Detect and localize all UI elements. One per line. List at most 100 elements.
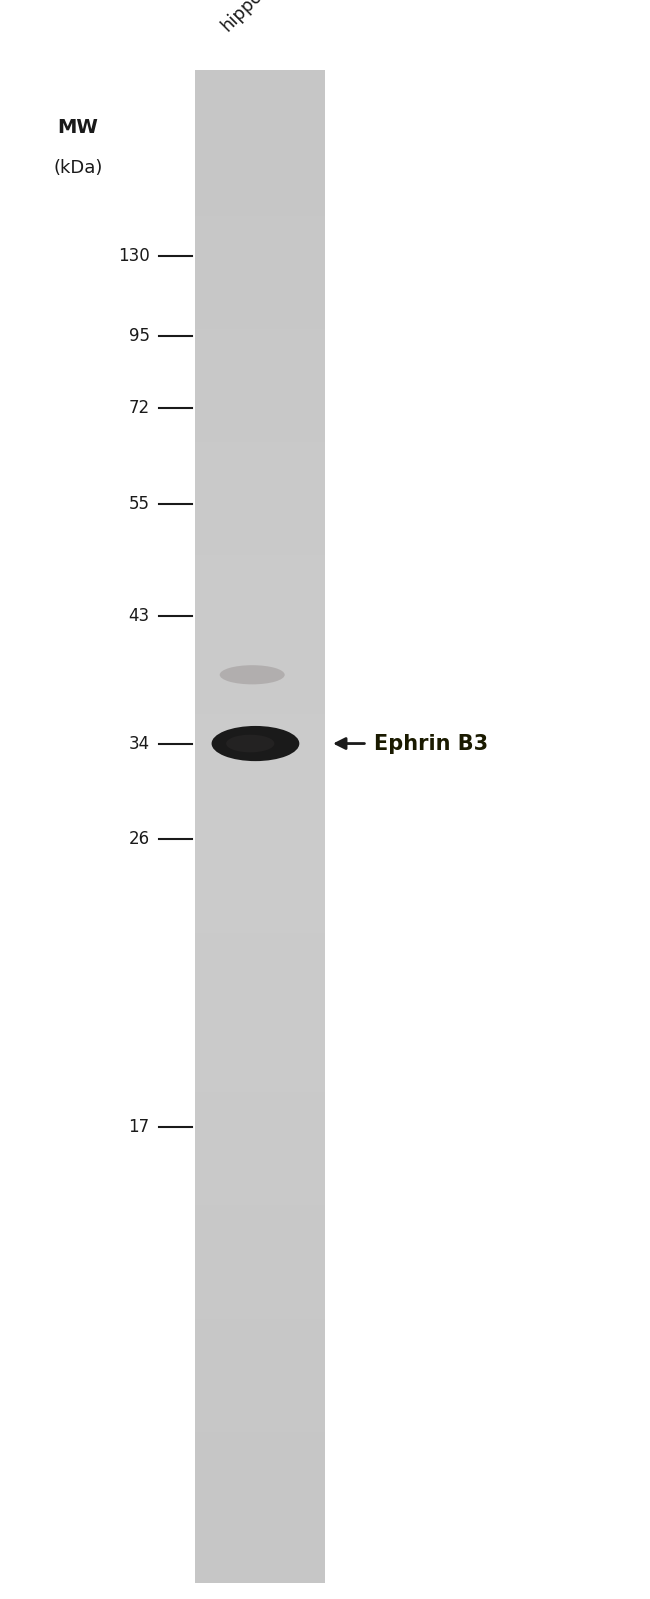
Text: 55: 55 xyxy=(129,494,150,513)
Bar xyxy=(195,1279,325,1289)
Bar xyxy=(195,1318,325,1326)
Bar xyxy=(195,766,325,774)
Bar xyxy=(195,1453,325,1461)
Bar xyxy=(195,1287,325,1295)
Bar xyxy=(195,985,325,993)
Bar xyxy=(195,146,325,155)
Bar xyxy=(195,1498,325,1508)
Bar xyxy=(195,531,325,540)
Bar xyxy=(195,1294,325,1303)
Bar xyxy=(195,1151,325,1159)
Bar xyxy=(195,1431,325,1439)
Bar xyxy=(195,1377,325,1386)
Bar xyxy=(195,955,325,964)
Bar xyxy=(195,320,325,329)
Bar xyxy=(195,115,325,125)
Bar xyxy=(195,1030,325,1039)
Bar xyxy=(195,1091,325,1100)
Bar xyxy=(195,939,325,948)
Bar xyxy=(195,93,325,102)
Bar xyxy=(195,667,325,676)
Bar xyxy=(195,1075,325,1084)
Text: 17: 17 xyxy=(129,1118,150,1137)
Text: 43: 43 xyxy=(129,606,150,625)
Bar xyxy=(195,373,325,382)
Bar xyxy=(195,70,325,80)
Bar xyxy=(195,879,325,887)
Bar xyxy=(195,365,325,374)
Bar xyxy=(195,168,325,177)
Bar xyxy=(195,908,325,918)
Bar xyxy=(195,803,325,812)
Bar xyxy=(195,381,325,389)
Bar xyxy=(195,1423,325,1433)
Bar xyxy=(195,1506,325,1514)
Bar xyxy=(195,1105,325,1115)
Bar xyxy=(195,1038,325,1047)
Bar xyxy=(195,516,325,524)
Text: (kDa): (kDa) xyxy=(53,158,103,177)
Bar xyxy=(195,1445,325,1455)
Bar xyxy=(195,1135,325,1145)
Bar xyxy=(195,947,325,956)
Bar xyxy=(195,1241,325,1250)
Bar xyxy=(195,963,325,971)
Bar xyxy=(195,1166,325,1175)
Bar xyxy=(195,871,325,881)
Bar xyxy=(195,1158,325,1167)
Bar xyxy=(195,297,325,305)
Bar xyxy=(195,486,325,496)
Bar xyxy=(195,161,325,169)
Bar xyxy=(195,849,325,857)
Bar xyxy=(195,652,325,662)
Bar xyxy=(195,275,325,283)
Bar xyxy=(195,750,325,760)
Bar xyxy=(195,539,325,548)
Bar xyxy=(195,350,325,360)
Bar xyxy=(195,387,325,397)
Bar xyxy=(195,214,325,224)
Bar xyxy=(195,1324,325,1334)
Bar xyxy=(195,1401,325,1409)
Bar xyxy=(195,1559,325,1569)
Bar xyxy=(195,728,325,737)
Bar xyxy=(195,1551,325,1561)
Bar xyxy=(195,561,325,571)
Bar xyxy=(195,1265,325,1273)
Bar xyxy=(195,1249,325,1258)
Bar xyxy=(195,411,325,419)
Bar xyxy=(195,902,325,910)
Bar xyxy=(195,622,325,632)
Bar xyxy=(195,705,325,715)
Bar xyxy=(195,1567,325,1575)
Bar xyxy=(195,1407,325,1417)
Bar xyxy=(195,456,325,465)
Bar xyxy=(195,470,325,480)
Bar xyxy=(195,592,325,601)
Bar xyxy=(195,524,325,532)
Text: Mouse
hippocampus: Mouse hippocampus xyxy=(203,0,317,35)
Bar xyxy=(195,101,325,110)
Bar xyxy=(195,328,325,336)
Bar xyxy=(195,78,325,86)
Bar xyxy=(195,736,325,745)
Bar xyxy=(195,259,325,269)
Bar xyxy=(195,1310,325,1319)
Bar xyxy=(195,772,325,782)
Bar xyxy=(195,660,325,668)
Bar xyxy=(195,584,325,593)
Bar xyxy=(195,154,325,163)
Bar xyxy=(195,176,325,185)
Text: Ephrin B3: Ephrin B3 xyxy=(374,734,488,753)
Bar xyxy=(195,425,325,435)
Bar xyxy=(195,969,325,979)
Bar xyxy=(195,780,325,790)
Bar xyxy=(195,85,325,94)
Bar xyxy=(195,999,325,1009)
Bar xyxy=(195,123,325,133)
Bar xyxy=(195,1513,325,1522)
Bar xyxy=(195,924,325,934)
Bar xyxy=(195,281,325,291)
Bar xyxy=(195,1234,325,1242)
Ellipse shape xyxy=(220,665,285,684)
